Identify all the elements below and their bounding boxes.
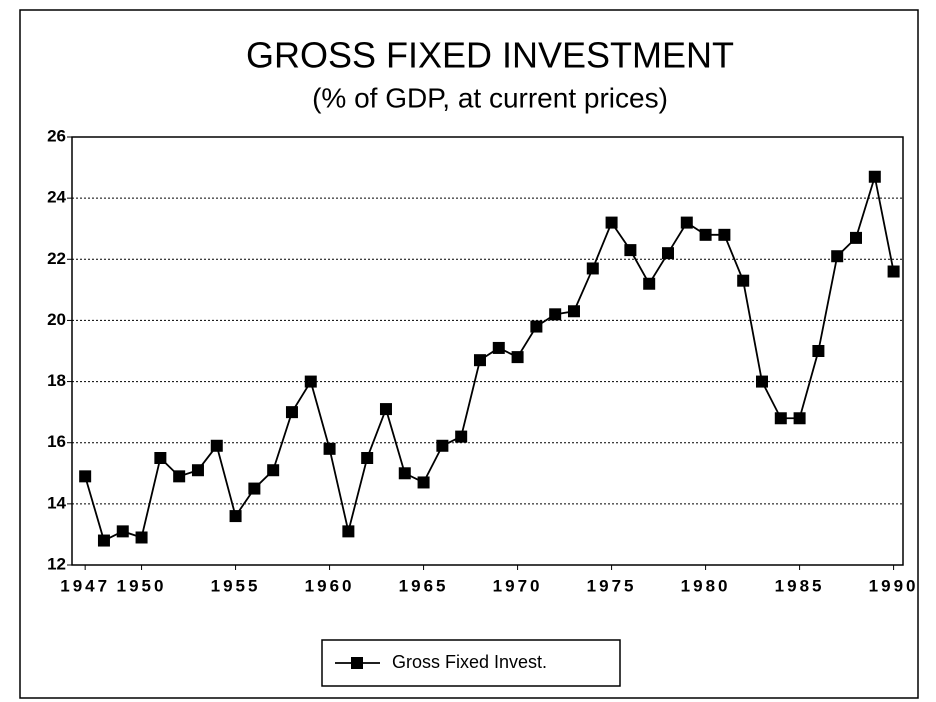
x-tick-label: 1960 [305, 576, 355, 595]
data-point [323, 442, 336, 455]
data-point [455, 430, 468, 443]
data-point [191, 464, 204, 477]
data-point [473, 354, 486, 367]
x-tick-label: 1990 [869, 576, 919, 595]
y-tick-label: 12 [47, 554, 66, 573]
y-tick-label: 22 [47, 249, 66, 268]
data-point [267, 464, 280, 477]
data-point [379, 403, 392, 416]
x-tick-label: 1980 [681, 576, 731, 595]
data-point [831, 250, 844, 263]
data-point [868, 170, 881, 183]
data-point [737, 274, 750, 287]
data-point [154, 452, 167, 464]
legend-label: Gross Fixed Invest. [392, 652, 547, 672]
y-tick-label: 20 [47, 310, 66, 329]
data-point [285, 406, 298, 419]
x-tick-label: 1950 [117, 576, 167, 595]
data-point [793, 412, 806, 425]
data-point [699, 228, 712, 241]
x-tick-label: 1970 [493, 576, 543, 595]
data-point [887, 265, 900, 278]
data-point [812, 345, 825, 357]
data-point [417, 476, 430, 489]
data-point [229, 510, 242, 523]
x-tick-label: 1985 [775, 576, 825, 595]
outer-frame [19, 9, 919, 699]
data-point [567, 305, 580, 318]
data-point [605, 216, 618, 229]
data-point [79, 470, 92, 483]
y-tick-label: 14 [47, 493, 66, 512]
data-point [511, 351, 524, 364]
chart-title: GROSS FIXED INVESTMENT [246, 35, 734, 76]
data-point [530, 320, 543, 333]
series-line [84, 176, 895, 542]
data-point [304, 375, 317, 388]
data-point [436, 439, 449, 452]
data-point [643, 277, 656, 290]
data-point [248, 482, 261, 495]
data-point [680, 216, 693, 229]
data-point [116, 525, 129, 538]
data-point [661, 247, 674, 260]
y-tick-label: 26 [47, 126, 66, 145]
data-point [718, 228, 731, 241]
data-point [492, 341, 505, 354]
data-point [398, 467, 411, 480]
data-point [849, 231, 862, 244]
data-point [361, 452, 374, 464]
legend-marker [351, 657, 363, 669]
y-tick-label: 24 [47, 188, 66, 207]
data-point [624, 244, 637, 257]
data-point [342, 525, 355, 538]
y-tick-label: 16 [47, 432, 66, 451]
x-tick-label: 1955 [211, 576, 261, 595]
data-point [774, 412, 787, 425]
x-tick-label: 1965 [399, 576, 449, 595]
x-tick-label: 1947 [60, 576, 110, 595]
y-tick-label: 18 [47, 371, 66, 390]
data-point [173, 470, 186, 483]
data-point [97, 534, 110, 547]
x-tick-label: 1975 [587, 576, 637, 595]
data-point [586, 262, 599, 275]
plot-frame [71, 136, 904, 566]
chart-subtitle: (% of GDP, at current prices) [312, 82, 668, 113]
data-point [549, 308, 562, 321]
data-point [135, 531, 148, 544]
data-point [755, 375, 768, 388]
data-point [210, 439, 223, 452]
